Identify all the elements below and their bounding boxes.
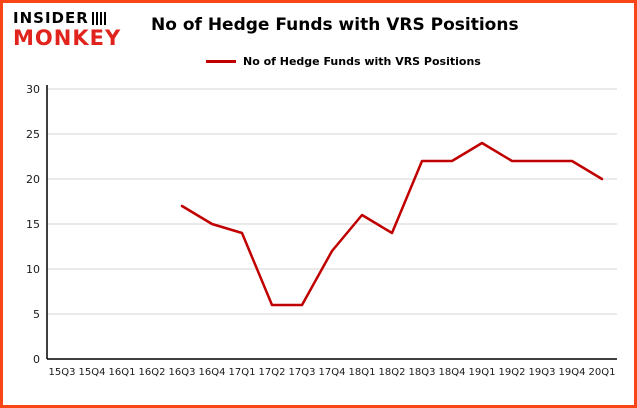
- barcode-icon: [91, 12, 106, 26]
- y-tick-label: 30: [26, 83, 40, 96]
- x-tick-label: 19Q3: [529, 367, 556, 378]
- y-tick-label: 5: [33, 308, 40, 321]
- y-tick-label: 20: [26, 173, 40, 186]
- legend-line-swatch: [206, 60, 236, 63]
- brand-top-row: INSIDER: [13, 9, 121, 27]
- brand-bottom-text: MONKEY: [13, 25, 122, 50]
- series-line: [180, 141, 604, 307]
- x-tick-label: 19Q4: [559, 367, 586, 378]
- x-tick-label: 18Q4: [439, 367, 466, 378]
- x-tick-label: 18Q3: [409, 367, 436, 378]
- chart-title: No of Hedge Funds with VRS Positions: [151, 15, 519, 35]
- x-tick-label: 15Q4: [79, 367, 106, 378]
- x-tick-label: 18Q1: [349, 367, 376, 378]
- y-tick-label: 10: [26, 263, 40, 276]
- x-tick-label: 16Q2: [139, 367, 166, 378]
- x-tick-label: 19Q2: [499, 367, 526, 378]
- line-chart: 0 5 10 15 20 25 30 15Q3 15Q4 16Q1 16Q2 16Q3 16Q4 17Q1…: [26, 83, 617, 378]
- y-tick-label: 0: [33, 353, 40, 366]
- x-tick-label: 18Q2: [379, 367, 406, 378]
- x-tick-label: 16Q4: [199, 367, 226, 378]
- y-tick-label: 15: [26, 218, 40, 231]
- x-tick-label: 19Q1: [469, 367, 496, 378]
- insider-monkey-logo: INSIDER MONKEY: [13, 9, 122, 50]
- x-tick-label: 17Q1: [229, 367, 256, 378]
- x-tick-label: 15Q3: [49, 367, 76, 378]
- x-tick-label: 16Q3: [169, 367, 196, 378]
- legend: No of Hedge Funds with VRS Positions: [206, 55, 481, 68]
- x-tick-label: 17Q2: [259, 367, 286, 378]
- x-tick-label: 17Q3: [289, 367, 316, 378]
- x-tick-label: 16Q1: [109, 367, 136, 378]
- x-tick-label: 20Q1: [589, 367, 616, 378]
- legend-label: No of Hedge Funds with VRS Positions: [243, 55, 481, 68]
- y-tick-label: 25: [26, 128, 40, 141]
- x-tick-label: 17Q4: [319, 367, 346, 378]
- brand-top-text: INSIDER: [13, 9, 89, 27]
